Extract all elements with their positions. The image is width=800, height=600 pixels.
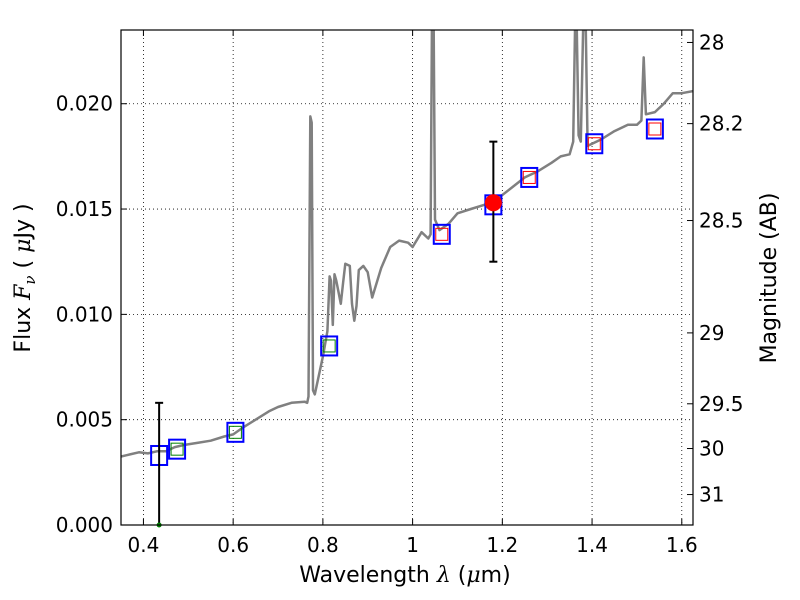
model-band-flux-marker — [322, 339, 336, 353]
plot-area — [121, 30, 693, 528]
y-tick-label: 0.015 — [56, 197, 113, 221]
y2-tick-label: 30 — [699, 437, 724, 461]
band-flux-box — [168, 438, 187, 460]
model-band-flux-marker — [228, 425, 242, 439]
x-tick-label: 0.6 — [217, 533, 249, 557]
band-flux-box — [520, 166, 539, 188]
band-flux-box — [432, 223, 451, 245]
x-tick-label: 1.6 — [666, 533, 698, 557]
y-tick-label: 0.005 — [56, 408, 113, 432]
x-tick-label: 0.4 — [128, 533, 160, 557]
y2-tick-label: 31 — [699, 483, 724, 507]
model-band-flux-marker — [435, 227, 449, 241]
y2-tick-label: 28.2 — [699, 112, 744, 136]
y-tick-label: 0.020 — [56, 92, 113, 116]
x-tick-label: 0.8 — [307, 533, 339, 557]
x-tick-label: 1.4 — [576, 533, 608, 557]
y2-tick-label: 29.5 — [699, 392, 744, 416]
model-band-flux-marker — [522, 170, 536, 184]
band-flux-box — [585, 133, 604, 155]
y-tick-label: 0.010 — [56, 302, 113, 326]
axis-ticks: 0.4 0.6 0.8 1 1.2 1.4 1.6 0.000 0.005 0.010 0.015 0… — [56, 30, 744, 557]
observed-flux-point — [484, 194, 502, 212]
y2-tick-label: 28.5 — [699, 209, 744, 233]
x-axis-title: Wavelength λ (μm) — [299, 563, 510, 588]
grid-lines — [121, 30, 693, 526]
y2-tick-label: 29 — [699, 321, 724, 345]
model-band-flux-marker — [648, 122, 662, 136]
model-band-flux-marker — [587, 137, 601, 151]
band-flux-box — [226, 421, 245, 443]
x-tick-label: 1 — [406, 533, 419, 557]
y-tick-label: 0.000 — [56, 513, 113, 537]
model-band-flux-marker — [170, 442, 184, 456]
band-flux-box — [645, 118, 664, 140]
y2-axis-title: Magnitude (AB) — [757, 193, 782, 364]
y2-tick-label: 28 — [699, 30, 724, 54]
y-axis-title: Flux Fν ( μJy ) — [11, 203, 39, 352]
plot-frame — [120, 29, 694, 526]
x-tick-label: 1.2 — [486, 533, 518, 557]
band-flux-box — [320, 335, 339, 357]
model-sed-line — [121, 30, 693, 458]
